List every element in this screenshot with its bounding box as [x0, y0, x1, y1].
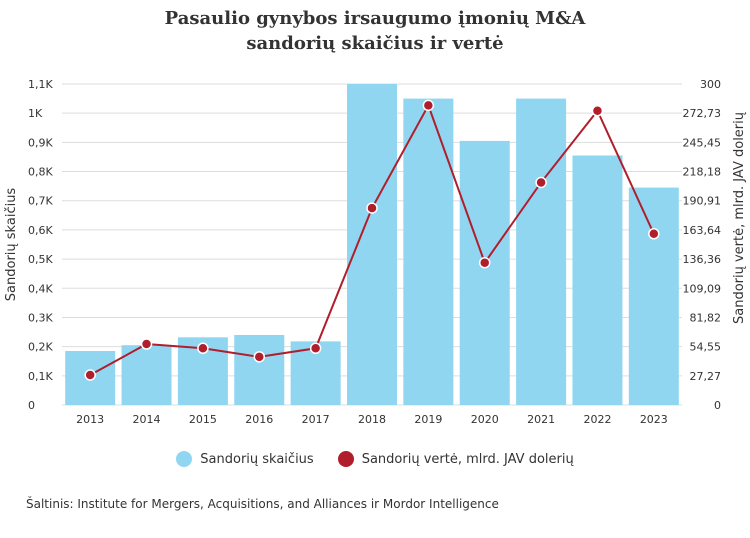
bar-2022 — [572, 155, 623, 405]
legend-label-value: Sandorių vertė, mlrd. JAV dolerių — [361, 451, 574, 467]
bar-2016 — [234, 334, 285, 405]
y-right-tick-label: 272,73 — [683, 107, 722, 120]
value-point-2021 — [535, 176, 547, 189]
y-left-tick-label: 0,3K — [28, 311, 53, 324]
bar-2014 — [121, 345, 172, 405]
value-point-2016 — [253, 351, 266, 363]
y-left-tick-label: 0,2K — [28, 341, 53, 354]
y-right-tick-label: 27,27 — [690, 370, 722, 383]
legend: Sandorių skaičius Sandorių vertė, mlrd. … — [0, 451, 750, 467]
y-right-tick-label: 81,82 — [690, 311, 722, 324]
x-tick-label: 2019 — [414, 413, 442, 426]
x-tick-label: 2016 — [245, 413, 273, 426]
x-tick-label: 2015 — [189, 413, 217, 426]
bar-2021 — [516, 98, 567, 405]
value-point-2023 — [648, 228, 660, 240]
x-tick-label: 2014 — [133, 413, 161, 426]
value-point-2019 — [422, 99, 435, 112]
chart-title-line1: Pasaulio gynybos irsaugumo įmonių M&A — [164, 8, 586, 29]
y-left-tick-label: 0,6K — [28, 224, 53, 237]
bar-2019 — [403, 98, 454, 405]
y-right-axis-title: Sandorių vertė, mlrd. JAV dolerių — [732, 112, 747, 324]
y-left-tick-label: 0,8K — [28, 166, 53, 179]
y-right-tick-label: 218,18 — [683, 166, 722, 179]
y-left-tick-label: 1,1K — [28, 78, 53, 91]
y-left-axis-title: Sandorių skaičius — [4, 188, 19, 302]
x-tick-label: 2018 — [358, 413, 386, 426]
source-note: Šaltinis: Institute for Mergers, Acquisi… — [26, 497, 499, 511]
value-point-2018 — [366, 202, 378, 214]
y-left-tick-label: 0,9K — [28, 136, 53, 149]
y-left-tick-label: 0,4K — [28, 282, 53, 295]
y-right-tick-label: 136,36 — [683, 253, 722, 266]
y-left-tick-label: 0,5K — [28, 253, 53, 266]
legend-swatch-count — [176, 451, 193, 467]
y-right-tick-label: 54,55 — [690, 341, 722, 354]
value-point-2017 — [309, 342, 322, 355]
legend-item-count[interactable]: Sandorių skaičius — [176, 451, 314, 467]
chart-title: Pasaulio gynybos irsaugumo įmonių M&A sa… — [0, 6, 750, 56]
x-tick-label: 2017 — [302, 413, 330, 426]
chart-title-line2: sandorių skaičius ir vertė — [246, 33, 504, 54]
y-left-tick-label: 1K — [28, 107, 43, 120]
y-right-tick-label: 109,09 — [683, 282, 722, 295]
x-tick-label: 2022 — [583, 413, 611, 426]
value-point-2014 — [140, 338, 153, 350]
legend-swatch-value — [337, 451, 354, 467]
y-right-tick-label: 300 — [700, 78, 721, 91]
y-right-tick-label: 245,45 — [683, 136, 722, 149]
bar-2020 — [459, 140, 510, 405]
value-point-2022 — [591, 105, 604, 117]
y-left-tick-label: 0 — [28, 399, 35, 412]
y-left-tick-label: 0,7K — [28, 195, 53, 208]
y-left-tick-label: 0,1K — [28, 370, 53, 383]
y-right-tick-label: 0 — [714, 399, 721, 412]
x-tick-label: 2013 — [76, 413, 104, 426]
chart-area: 0 0 0,1K 27,27 0,2K 54,55 0,3K 81,82 0,4K 109,09 0… — [4, 78, 747, 426]
bar-2023 — [628, 187, 679, 405]
value-point-2020 — [478, 256, 491, 269]
x-tick-label: 2023 — [640, 413, 668, 426]
y-right-tick-label: 163,64 — [683, 224, 722, 237]
value-point-2013 — [84, 369, 96, 381]
x-tick-label: 2021 — [527, 413, 555, 426]
value-point-2015 — [197, 342, 209, 355]
bar-2018 — [347, 84, 397, 405]
x-tick-label: 2020 — [471, 413, 499, 426]
legend-label-count: Sandorių skaičius — [200, 451, 314, 467]
legend-item-value[interactable]: Sandorių vertė, mlrd. JAV dolerių — [337, 451, 574, 467]
y-right-tick-label: 190,91 — [683, 195, 722, 208]
